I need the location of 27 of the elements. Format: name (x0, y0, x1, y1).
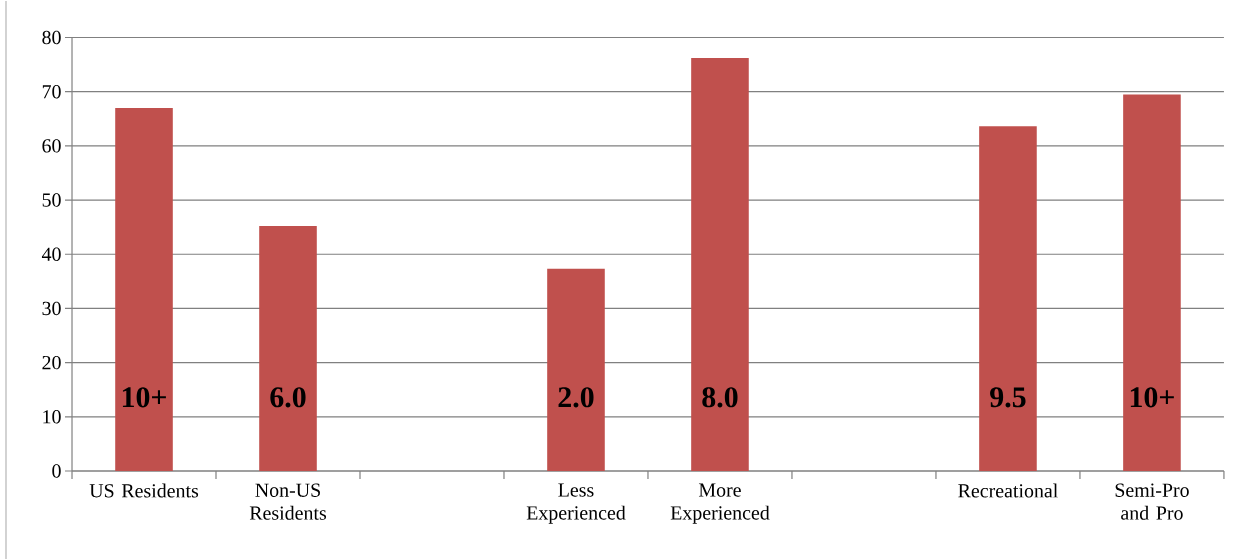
y-tick-label: 0 (52, 464, 61, 478)
y-tick-label: 50 (42, 193, 61, 207)
x-tick-label: More Experienced (670, 483, 770, 524)
bar (691, 58, 749, 471)
annotation: 6.0 (270, 387, 306, 408)
y-tick-label: 10 (43, 410, 61, 424)
x-tick-label: Non-US Residents (249, 483, 327, 520)
bar (259, 226, 317, 471)
annotation: 2.0 (558, 387, 594, 408)
y-tick-label: 40 (41, 247, 61, 261)
annotation: 10+ (1130, 387, 1174, 408)
y-tick-label: 80 (42, 30, 61, 45)
y-tick-label: 70 (42, 84, 61, 99)
x-tick-label: US Residents (89, 483, 199, 498)
x-tick-label: Less Experienced (526, 483, 626, 524)
y-tick-label: 60 (42, 139, 61, 153)
y-tick-label: 20 (42, 355, 61, 370)
annotation: 8.0 (702, 387, 738, 408)
annotation: 10+ (122, 387, 166, 408)
bar (1123, 94, 1181, 471)
y-tick-label: 30 (42, 301, 61, 316)
bar (115, 107, 173, 471)
annotation: 9.5 (990, 387, 1026, 408)
bar (979, 126, 1037, 471)
x-tick-label: Recreational (958, 483, 1058, 498)
x-tick-label: Semi-Pro and Pro (1115, 483, 1189, 520)
bar (547, 268, 605, 471)
